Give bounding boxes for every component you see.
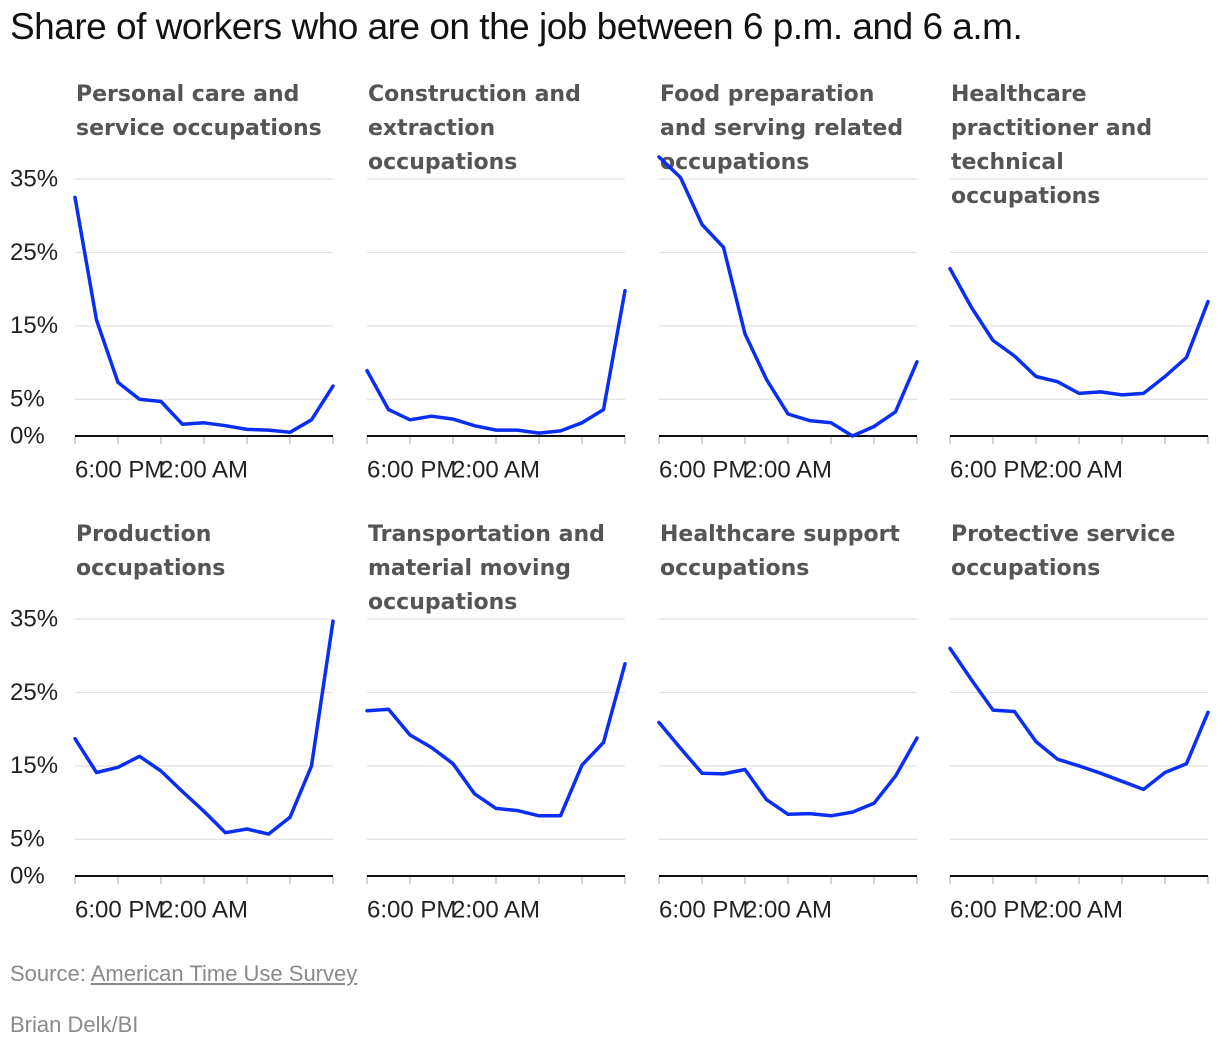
panel-title-line: Construction and xyxy=(368,82,581,107)
panel-title-line: Production xyxy=(76,522,211,547)
panel-title-line: occupations xyxy=(76,556,225,581)
panel-8: Protective service occupations 6:00 PM2:00… xyxy=(948,522,1210,923)
panel-6: Transportation and material moving occupat… xyxy=(365,522,627,923)
x-tick-label: 2:00 AM xyxy=(160,456,248,483)
chart-title: Share of workers who are on the job betw… xyxy=(10,6,1023,47)
panel-title-line: Healthcare xyxy=(951,82,1087,107)
panel-title-line: occupations xyxy=(660,150,809,175)
x-tick-label: 6:00 PM xyxy=(75,456,164,483)
panel-title-line: occupations xyxy=(368,150,517,175)
x-tick-label: 6:00 PM xyxy=(950,896,1039,923)
panel-title-line: Personal care and xyxy=(76,82,299,107)
source-prefix: Source: xyxy=(10,961,91,986)
x-tick-label: 2:00 AM xyxy=(452,456,540,483)
panel-title-line: material moving xyxy=(368,556,571,581)
panel-title-line: occupations xyxy=(951,556,1100,581)
series-line xyxy=(73,195,335,435)
series-line xyxy=(73,619,335,836)
x-tick-label: 6:00 PM xyxy=(367,456,456,483)
x-tick-label: 6:00 PM xyxy=(367,896,456,923)
x-tick-label: 2:00 AM xyxy=(1035,896,1123,923)
panel-title-line: technical xyxy=(951,150,1064,175)
panel-title-line: occupations xyxy=(660,556,809,581)
panel-3: Food preparation and serving related occup… xyxy=(657,82,919,483)
small-multiples-chart: Personal care and service occupations 0% 5%… xyxy=(10,82,1210,923)
panel-5: Production occupations 0% 5% 15% 25% 35% 6:00 P… xyxy=(10,522,335,923)
y-tick-label: 35% xyxy=(10,165,58,192)
panel-title-line: Food preparation xyxy=(660,82,874,107)
source-line: Source: American Time Use Survey xyxy=(10,961,357,987)
panel-4: Healthcare practitioner and technical occup… xyxy=(948,82,1210,483)
y-tick-label: 15% xyxy=(10,752,58,779)
x-tick-label: 6:00 PM xyxy=(75,896,164,923)
y-tick-label: 25% xyxy=(10,239,58,266)
panel-title-line: Healthcare support xyxy=(660,522,900,547)
series-line xyxy=(365,662,627,818)
x-tick-label: 2:00 AM xyxy=(160,896,248,923)
panel-title-line: service occupations xyxy=(76,116,322,141)
y-tick-label: 35% xyxy=(10,605,58,632)
panel-7: Healthcare support occupations 6:00 PM2:00… xyxy=(657,522,919,923)
y-tick-label: 5% xyxy=(10,826,45,853)
y-tick-label: 15% xyxy=(10,312,58,339)
y-tick-label: 25% xyxy=(10,679,58,706)
panel-title-line: and serving related xyxy=(660,116,903,141)
panel-title-line: extraction xyxy=(368,116,495,141)
credit-line: Brian Delk/BI xyxy=(10,1012,139,1037)
panel-2: Construction and extraction occupations 6:0… xyxy=(365,82,627,483)
panel-1: Personal care and service occupations 0% 5%… xyxy=(10,82,335,483)
series-line xyxy=(365,288,627,435)
series-line xyxy=(657,155,919,438)
panel-title-line: Transportation and xyxy=(368,522,605,547)
y-tick-label: 0% xyxy=(10,862,45,889)
x-tick-label: 6:00 PM xyxy=(659,456,748,483)
y-tick-label: 5% xyxy=(10,386,45,413)
x-tick-label: 2:00 AM xyxy=(744,456,832,483)
series-line xyxy=(948,266,1210,397)
x-tick-label: 6:00 PM xyxy=(950,456,1039,483)
x-tick-label: 6:00 PM xyxy=(659,896,748,923)
series-line xyxy=(657,720,919,818)
source-link[interactable]: American Time Use Survey xyxy=(90,961,358,986)
x-tick-label: 2:00 AM xyxy=(744,896,832,923)
panel-title-line: occupations xyxy=(368,590,517,615)
panel-title-line: practitioner and xyxy=(951,116,1152,141)
y-tick-label: 0% xyxy=(10,422,45,449)
x-tick-label: 2:00 AM xyxy=(1035,456,1123,483)
x-tick-label: 2:00 AM xyxy=(452,896,540,923)
panel-title-line: Protective service xyxy=(951,522,1175,547)
panel-title-line: occupations xyxy=(951,184,1100,209)
series-line xyxy=(948,646,1210,792)
